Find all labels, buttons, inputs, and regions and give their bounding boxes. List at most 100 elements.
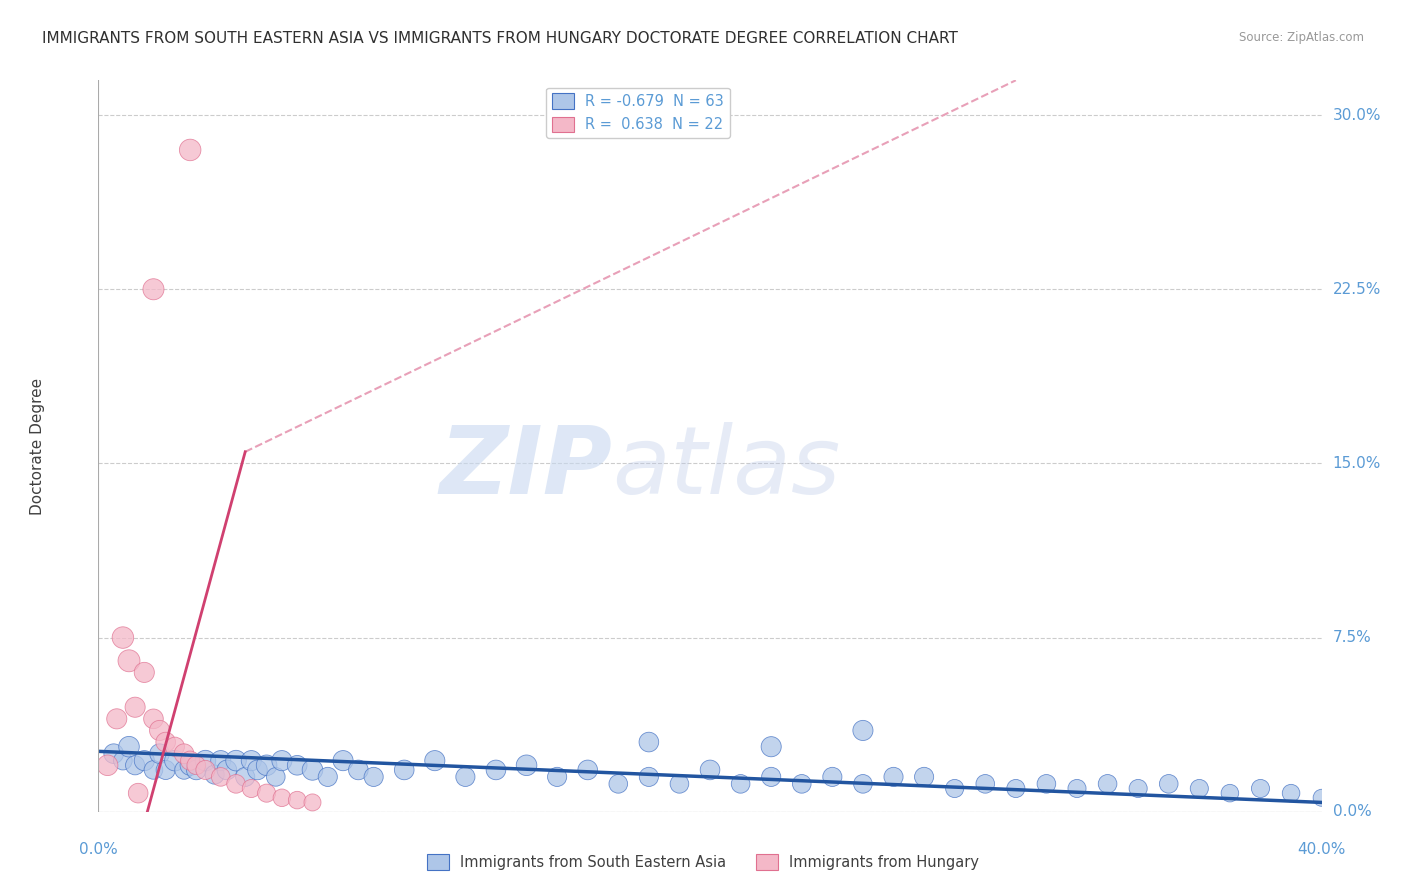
Point [1249, 781, 1271, 796]
Point [124, 758, 146, 772]
Point [240, 781, 263, 796]
Point [1279, 786, 1302, 800]
Point [363, 770, 385, 784]
Point [118, 739, 141, 754]
Point [1157, 777, 1180, 791]
Point [516, 758, 538, 772]
Text: 0.0%: 0.0% [1333, 805, 1371, 819]
Point [103, 747, 125, 761]
Point [179, 758, 201, 772]
Point [142, 282, 165, 296]
Point [142, 712, 165, 726]
Point [105, 712, 128, 726]
Text: ZIP: ZIP [439, 422, 612, 514]
Point [759, 739, 782, 754]
Point [1066, 781, 1088, 796]
Text: Source: ZipAtlas.com: Source: ZipAtlas.com [1239, 31, 1364, 45]
Point [699, 763, 721, 777]
Point [485, 763, 508, 777]
Point [173, 763, 195, 777]
Point [111, 754, 134, 768]
Point [1128, 781, 1150, 796]
Legend: R = -0.679  N = 63, R =  0.638  N = 22: R = -0.679 N = 63, R = 0.638 N = 22 [546, 87, 730, 138]
Point [209, 754, 232, 768]
Point [347, 763, 370, 777]
Point [118, 654, 141, 668]
Point [186, 763, 208, 777]
Point [111, 631, 134, 645]
Point [215, 763, 238, 777]
Point [155, 763, 177, 777]
Text: 15.0%: 15.0% [1333, 456, 1381, 471]
Point [637, 770, 661, 784]
Point [668, 777, 690, 791]
Point [1219, 786, 1241, 800]
Point [127, 786, 149, 800]
Point [179, 754, 201, 768]
Point [423, 754, 446, 768]
Point [240, 754, 263, 768]
Point [576, 763, 599, 777]
Point [821, 770, 844, 784]
Point [186, 758, 208, 772]
Point [1310, 790, 1333, 805]
Point [194, 754, 217, 768]
Point [1004, 781, 1026, 796]
Point [163, 754, 186, 768]
Point [759, 770, 782, 784]
Text: 22.5%: 22.5% [1333, 282, 1381, 297]
Point [454, 770, 477, 784]
Point [155, 735, 177, 749]
Point [285, 793, 308, 807]
Text: 40.0%: 40.0% [1298, 842, 1346, 857]
Point [134, 665, 156, 680]
Point [256, 758, 278, 772]
Point [124, 700, 146, 714]
Point [194, 763, 217, 777]
Point [301, 763, 323, 777]
Point [270, 790, 292, 805]
Point [332, 754, 354, 768]
Point [943, 781, 966, 796]
Point [301, 796, 323, 810]
Point [97, 758, 120, 772]
Point [1188, 781, 1211, 796]
Point [163, 739, 186, 754]
Point [179, 143, 201, 157]
Point [256, 786, 278, 800]
Point [285, 758, 308, 772]
Point [730, 777, 752, 791]
Point [316, 770, 339, 784]
Point [1097, 777, 1119, 791]
Point [852, 777, 875, 791]
Point [209, 770, 232, 784]
Point [149, 723, 172, 738]
Point [225, 777, 247, 791]
Text: atlas: atlas [612, 423, 841, 514]
Point [225, 754, 247, 768]
Point [790, 777, 813, 791]
Text: 7.5%: 7.5% [1333, 630, 1371, 645]
Point [974, 777, 997, 791]
Point [852, 723, 875, 738]
Point [142, 763, 165, 777]
Point [912, 770, 935, 784]
Text: Doctorate Degree: Doctorate Degree [30, 377, 45, 515]
Text: 0.0%: 0.0% [79, 842, 118, 857]
Point [607, 777, 630, 791]
Text: IMMIGRANTS FROM SOUTH EASTERN ASIA VS IMMIGRANTS FROM HUNGARY DOCTORATE DEGREE C: IMMIGRANTS FROM SOUTH EASTERN ASIA VS IM… [42, 31, 957, 46]
Point [264, 770, 287, 784]
Point [637, 735, 661, 749]
Point [392, 763, 416, 777]
Point [149, 747, 172, 761]
Point [246, 763, 269, 777]
Legend: Immigrants from South Eastern Asia, Immigrants from Hungary: Immigrants from South Eastern Asia, Immi… [420, 848, 986, 876]
Point [233, 770, 256, 784]
Point [134, 754, 156, 768]
Point [546, 770, 568, 784]
Point [883, 770, 905, 784]
Point [173, 747, 195, 761]
Point [204, 767, 226, 781]
Text: 30.0%: 30.0% [1333, 108, 1381, 122]
Point [270, 754, 292, 768]
